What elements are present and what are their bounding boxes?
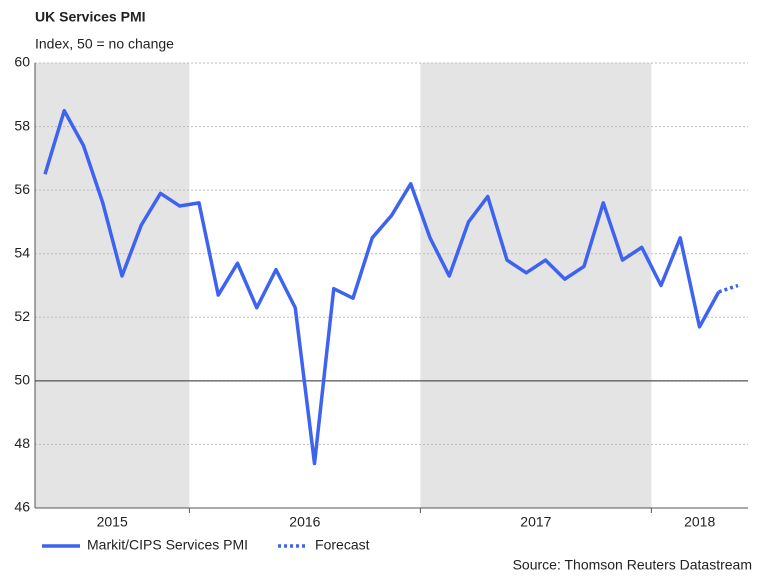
series-line [718, 283, 739, 294]
series-line [43, 108, 721, 466]
y-tick-label: 52 [14, 308, 30, 324]
chart-subtitle: Index, 50 = no change [35, 36, 174, 52]
y-tick-label: 56 [14, 181, 30, 197]
y-tick-label: 54 [14, 244, 30, 260]
x-group-label: 2018 [684, 514, 715, 530]
y-tick-label: 48 [14, 435, 30, 451]
y-tick-label: 60 [14, 54, 30, 70]
y-tick-label: 50 [14, 372, 30, 388]
x-group-label: 2017 [520, 514, 551, 530]
year-shade [420, 63, 652, 508]
x-group-label: 2015 [97, 514, 128, 530]
legend-label: Markit/CIPS Services PMI [87, 537, 248, 553]
legend-label: Forecast [315, 537, 370, 553]
source: Source: Thomson Reuters Datastream [513, 557, 752, 573]
y-tick-label: 58 [14, 117, 30, 133]
x-group-label: 2016 [289, 514, 320, 530]
chart-title: UK Services PMI [35, 9, 146, 25]
year-shade [35, 63, 190, 508]
y-tick-label: 46 [14, 499, 30, 515]
